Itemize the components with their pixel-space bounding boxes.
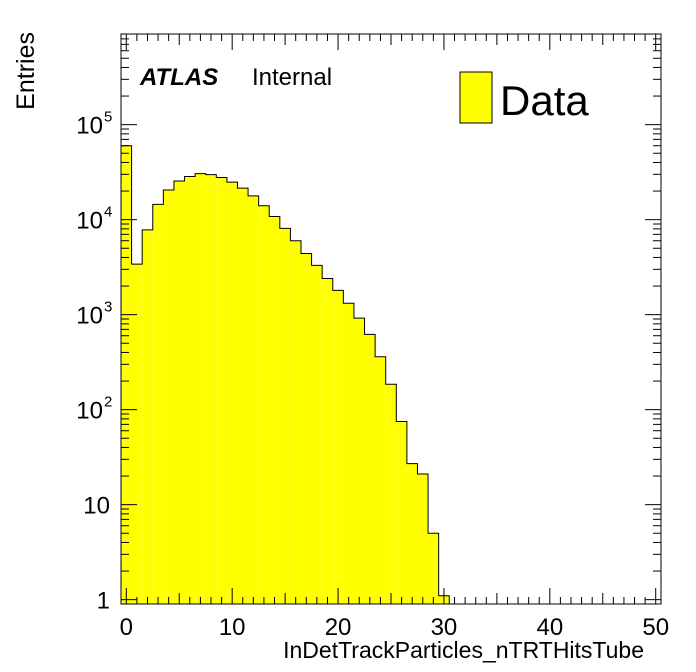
histogram-bar	[237, 188, 249, 604]
histogram-bar	[279, 228, 291, 604]
histogram-bar	[269, 216, 280, 604]
y-tick-label: 10	[76, 303, 103, 330]
histogram-bar	[205, 174, 217, 605]
histogram-bar	[216, 177, 227, 604]
x-axis-label: InDetTrackParticles_nTRTHitsTube	[283, 637, 644, 663]
histogram-bar	[343, 303, 354, 604]
y-tick-exponent: 4	[104, 204, 112, 221]
histogram-bar	[195, 173, 206, 605]
histogram-bar	[311, 265, 323, 604]
histogram-bar	[173, 181, 185, 604]
histogram-bar	[142, 229, 153, 604]
internal-label: Internal	[252, 64, 332, 91]
y-tick-label: 10	[76, 113, 103, 140]
histogram-bar	[301, 253, 312, 605]
histogram-bar	[417, 474, 429, 604]
x-tick-label: 10	[219, 614, 246, 641]
histogram-bar	[131, 264, 143, 604]
legend-swatch	[459, 71, 493, 124]
histogram-bar	[364, 334, 376, 604]
y-tick-exponent: 5	[104, 109, 112, 126]
x-tick-label: 20	[325, 614, 352, 641]
histogram-bar	[248, 195, 259, 604]
histogram-bar	[290, 240, 301, 604]
histogram-bar	[385, 384, 397, 604]
y-tick-label: 10	[83, 493, 110, 520]
x-tick-label: 40	[536, 614, 563, 641]
histogram-bar	[163, 190, 174, 604]
histogram-bar	[258, 205, 270, 604]
y-tick-exponent: 2	[104, 394, 112, 411]
histogram-outline	[120, 145, 450, 604]
y-tick-label: 1	[97, 588, 110, 615]
y-axis-label: Entries	[12, 32, 40, 110]
y-tick-label: 10	[76, 398, 103, 425]
histogram-bar	[226, 182, 238, 605]
x-tick-label: 30	[431, 614, 458, 641]
histogram-bar	[332, 290, 344, 604]
histogram-bar	[184, 176, 196, 604]
histogram-bar	[375, 356, 386, 604]
histogram-bar	[396, 421, 407, 604]
x-tick-label: 50	[642, 614, 669, 641]
y-tick-label: 10	[76, 208, 103, 235]
atlas-label: ATLAS	[139, 64, 218, 91]
histogram-bar	[428, 533, 439, 604]
histogram-bar	[353, 318, 365, 604]
histogram-bar	[406, 463, 418, 604]
histogram-bar	[152, 204, 164, 605]
histogram-bars	[121, 145, 450, 605]
histogram-bar	[121, 145, 132, 604]
histogram-bar	[322, 278, 333, 604]
y-tick-exponent: 3	[104, 299, 112, 316]
x-tick-label: 0	[120, 614, 133, 641]
legend-entry-data: Data	[500, 77, 589, 124]
x-axis-ticks: 0 10 20 30 40 50	[120, 34, 669, 641]
